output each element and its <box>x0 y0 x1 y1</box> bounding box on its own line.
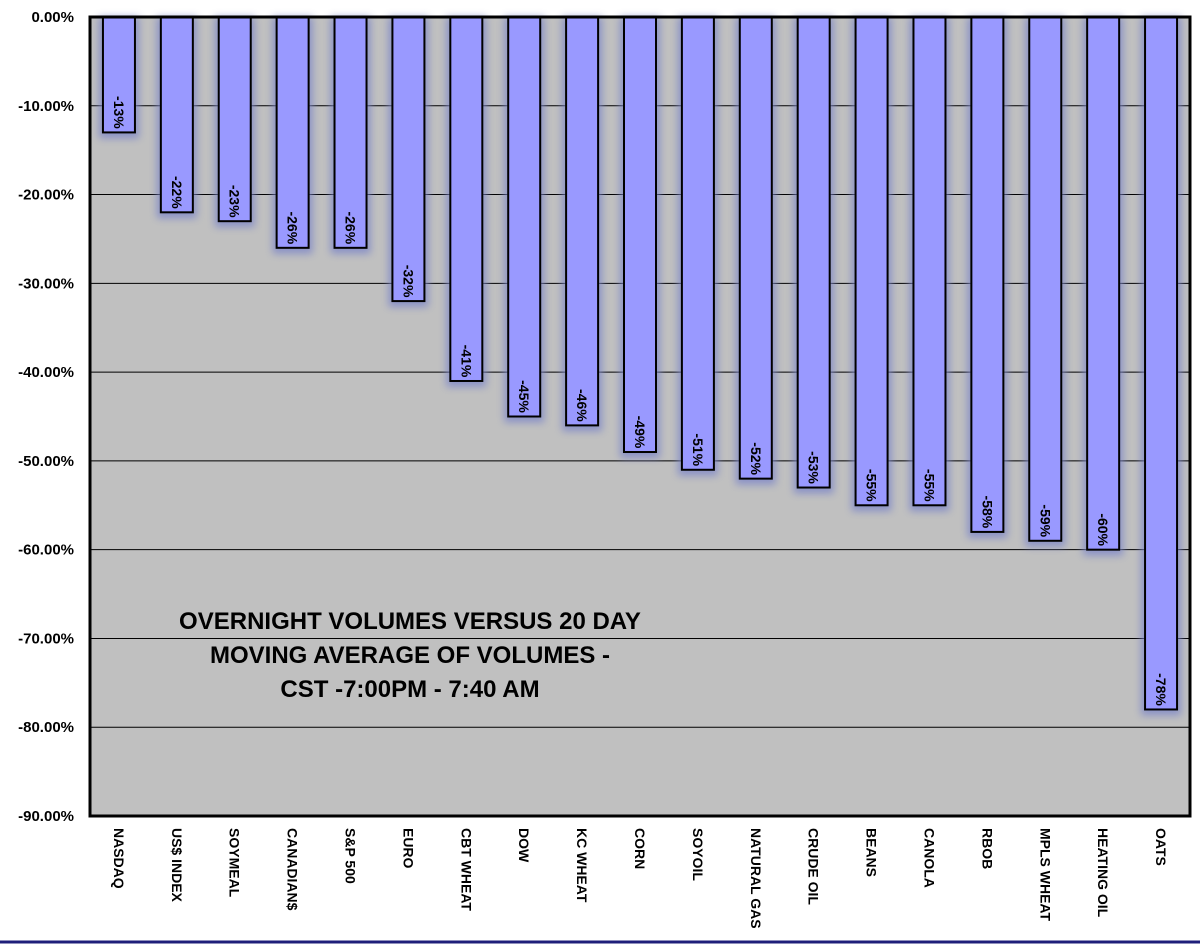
y-tick-label: -50.00% <box>18 453 74 470</box>
x-tick-label: EURO <box>400 828 416 869</box>
bar <box>623 16 657 454</box>
bar-group <box>1025 16 1066 547</box>
x-tick-label: SOYOIL <box>690 828 706 881</box>
y-tick-label: -40.00% <box>18 364 74 381</box>
x-tick-label: CBT WHEAT <box>458 828 474 911</box>
plot-frame <box>88 15 1192 818</box>
data-label: -26% <box>343 211 359 244</box>
y-tick-label: -30.00% <box>18 275 74 292</box>
bar-group <box>793 16 834 494</box>
bar <box>1028 16 1063 542</box>
y-tick-label: -90.00% <box>18 808 74 825</box>
data-label: -41% <box>458 345 474 378</box>
x-tick-label: US$ INDEX <box>169 828 185 903</box>
x-tick-label: CANADIAN$ <box>285 828 301 911</box>
bar-group <box>214 16 255 228</box>
bar-group <box>446 16 487 387</box>
bar <box>796 16 831 489</box>
x-tick-label: RBOB <box>979 828 995 869</box>
bar-group <box>620 16 660 459</box>
chart-title-line-2: MOVING AVERAGE OF VOLUMES - <box>210 642 610 669</box>
chart-title-line-1: OVERNIGHT VOLUMES VERSUS 20 DAY <box>179 608 641 635</box>
bar-group <box>272 16 313 254</box>
bar-group <box>967 16 1008 538</box>
data-label: -55% <box>921 469 937 502</box>
bar-group <box>330 16 371 254</box>
data-label: -60% <box>1095 513 1111 546</box>
x-axis-category-labels: NASDAQ US$ INDEX SOYMEAL CANADIAN$ S&P 500 EU… <box>111 828 1169 929</box>
bar <box>449 16 484 382</box>
x-tick-label: KC WHEAT <box>574 828 590 903</box>
bar <box>217 16 252 223</box>
data-label: -53% <box>806 451 822 484</box>
x-tick-label: DOW <box>516 828 532 863</box>
y-tick-label: -80.00% <box>18 719 74 736</box>
bar-group <box>156 16 197 219</box>
x-tick-label: CANOLA <box>921 828 937 888</box>
bar-group <box>98 16 139 139</box>
data-label: -46% <box>574 389 590 422</box>
data-label: -22% <box>169 176 185 209</box>
x-tick-label: CORN <box>632 828 648 869</box>
y-tick-label: 0.00% <box>31 9 74 26</box>
data-label: -55% <box>864 469 880 502</box>
x-tick-label: HEATING OIL <box>1095 828 1111 918</box>
bar <box>333 16 368 249</box>
bar <box>565 16 600 427</box>
data-labels: -13% -22% -23% -26% -26% -32% -41% -45% -46% -49%… <box>111 96 1169 706</box>
bar <box>391 16 426 303</box>
bar <box>1144 16 1179 711</box>
bar-group <box>851 16 892 512</box>
bar <box>1086 16 1121 551</box>
x-tick-label: MPLS WHEAT <box>1037 828 1053 922</box>
bar-group <box>677 16 718 476</box>
bar <box>275 16 310 249</box>
y-axis-tick-labels: 0.00% -10.00% -20.00% -30.00% -40.00% -50.00%… <box>18 9 74 825</box>
x-tick-label: S&P 500 <box>343 828 359 884</box>
x-tick-label: CRUDE OIL <box>806 828 822 905</box>
bar-group <box>562 16 603 432</box>
bar-group <box>504 16 545 423</box>
y-tick-label: -60.00% <box>18 542 74 559</box>
x-tick-label: OATS <box>1153 828 1169 866</box>
data-label: -23% <box>227 185 243 218</box>
bar-group <box>1141 16 1182 716</box>
x-tick-label: BEANS <box>864 828 880 877</box>
x-tick-label: SOYMEAL <box>227 828 243 898</box>
x-tick-label: NASDAQ <box>111 828 127 889</box>
data-label: -32% <box>400 265 416 298</box>
data-label: -59% <box>1037 504 1053 537</box>
data-label: -26% <box>285 211 301 244</box>
data-label: -58% <box>979 496 995 529</box>
data-label: -13% <box>111 96 127 129</box>
y-tick-label: -20.00% <box>18 187 74 204</box>
bar <box>159 16 194 214</box>
y-tick-label: -10.00% <box>18 98 74 115</box>
data-label: -49% <box>632 416 648 449</box>
bar <box>101 16 136 134</box>
bar-group <box>1083 16 1124 556</box>
bar <box>680 16 715 471</box>
data-label: -78% <box>1153 673 1169 706</box>
y-tick-label: -70.00% <box>18 630 74 647</box>
chart-title: OVERNIGHT VOLUMES VERSUS 20 DAY MOVING A… <box>179 608 641 703</box>
x-tick-label: NATURAL GAS <box>748 828 764 929</box>
data-label: -52% <box>748 442 764 475</box>
bar <box>854 16 889 507</box>
bar-group <box>388 16 429 308</box>
data-label: -51% <box>690 433 706 466</box>
bar-group <box>909 16 950 512</box>
bar <box>970 16 1005 533</box>
data-label: -45% <box>516 380 532 413</box>
chart-title-line-3: CST -7:00PM - 7:40 AM <box>280 676 539 703</box>
bar-group <box>735 16 776 485</box>
bar <box>912 16 947 507</box>
bar <box>738 16 773 480</box>
bars <box>98 16 1182 716</box>
bar <box>507 16 542 418</box>
